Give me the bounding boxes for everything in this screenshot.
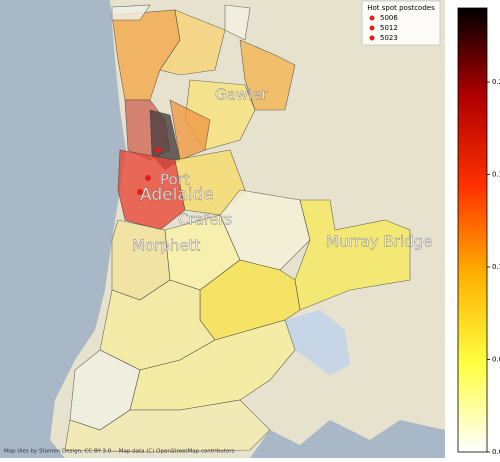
legend-marker <box>369 15 375 21</box>
hot-spot <box>155 147 161 153</box>
colorbar-tick-label: 0.20 <box>492 78 500 86</box>
lake <box>285 310 350 375</box>
place-label: Gawler <box>215 86 268 104</box>
place-label: Adelaide <box>140 185 214 205</box>
sea <box>0 0 126 458</box>
sea <box>250 420 445 458</box>
place-label: Murray Bridge <box>326 233 432 251</box>
place-label: Crafers <box>178 211 233 229</box>
region <box>239 39 296 111</box>
place-label: Morphett <box>132 237 200 255</box>
legend-marker <box>369 25 375 31</box>
region <box>224 4 251 41</box>
legend-box <box>361 0 441 46</box>
region <box>111 4 151 21</box>
attribution: Map tiles by Stamen Design, CC BY 3.0 --… <box>4 449 234 455</box>
legend-label: 5006 <box>380 14 398 22</box>
legend-marker <box>369 35 375 41</box>
hot-spot <box>145 175 151 181</box>
colorbar-tick-label: 0.10 <box>492 263 500 271</box>
legend-label: 5023 <box>380 34 398 42</box>
region <box>169 99 211 161</box>
legend-label: 5012 <box>380 24 398 32</box>
regions <box>64 4 411 453</box>
region <box>64 399 271 453</box>
hot-spot <box>137 189 143 195</box>
legend-entries: 5006 5012 5023 <box>369 14 398 42</box>
legend-title: Hot spot postcodes <box>367 4 435 12</box>
colorbar-tick-label: 0.05 <box>492 356 500 364</box>
colorbar-body <box>457 7 488 453</box>
legend: Hot spot postcodes 5006 5012 5023 <box>361 0 441 46</box>
place-labels: Gawler Adelaide Crafers Murray Bridge Mo… <box>132 85 433 255</box>
place-label: Port <box>160 171 190 189</box>
colorbar-tick-label: 0.15 <box>492 171 500 179</box>
colorbar-tick-label: 0.00 <box>492 448 500 456</box>
colorbar: 0.00 0.05 0.10 0.15 0.20 <box>457 7 500 456</box>
region <box>294 199 411 311</box>
hot-spots <box>137 147 161 195</box>
